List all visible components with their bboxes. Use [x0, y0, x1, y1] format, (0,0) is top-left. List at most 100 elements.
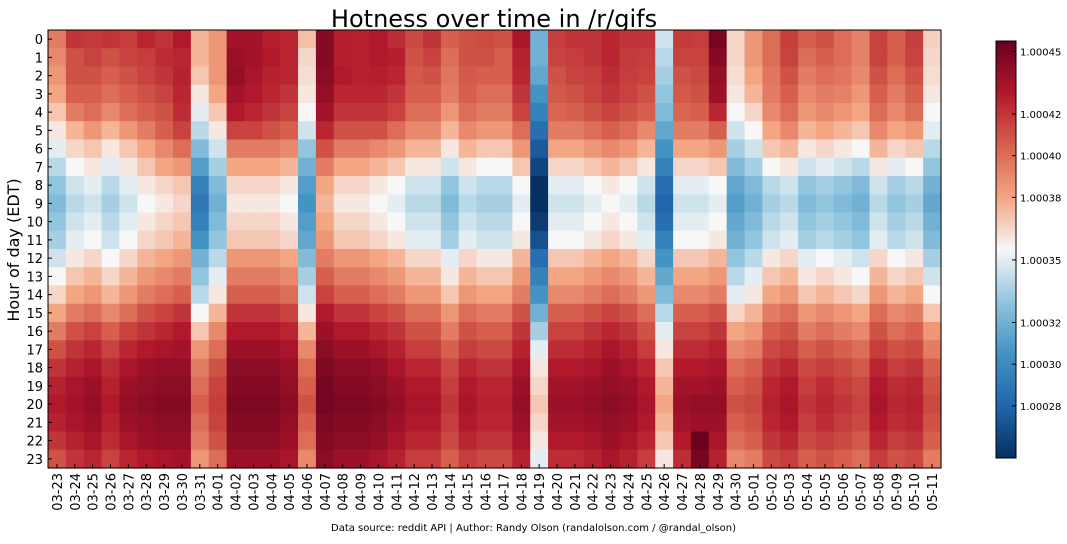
heatmap-cell — [65, 66, 85, 86]
heatmap-cell — [708, 431, 728, 451]
heatmap-cell — [548, 194, 567, 214]
heatmap-cell — [190, 212, 210, 232]
heatmap-cell — [65, 431, 85, 451]
heatmap-cell — [815, 157, 835, 177]
heatmap-cell — [637, 285, 656, 305]
heatmap-cell — [369, 157, 388, 177]
heatmap-cell — [83, 303, 103, 323]
heatmap-cell — [65, 230, 85, 250]
heatmap-cell — [601, 249, 621, 268]
heatmap-cell — [637, 212, 656, 232]
heatmap-cell — [851, 267, 871, 287]
heatmap-cell — [48, 285, 67, 305]
heatmap-cell — [351, 340, 371, 360]
heatmap-cell — [780, 395, 799, 414]
x-tick-label: 05-06 — [837, 473, 852, 511]
heatmap-cell — [548, 249, 567, 268]
heatmap-cell — [458, 303, 478, 323]
heatmap-cell — [298, 212, 317, 232]
heatmap-cell — [458, 84, 478, 104]
colorbar-tick-label: 1.00040 — [1020, 152, 1061, 163]
heatmap-cell — [762, 84, 781, 104]
heatmap-cell — [548, 230, 567, 250]
heatmap-cell — [208, 84, 228, 104]
heatmap-cell — [280, 121, 299, 141]
heatmap-cell — [494, 176, 513, 195]
y-tick-label: 23 — [26, 453, 43, 468]
y-tick-label: 2 — [35, 70, 43, 85]
y-tick-label: 21 — [26, 416, 43, 431]
heatmap-cell — [476, 84, 496, 104]
heatmap-cell — [512, 413, 531, 433]
heatmap-cell — [440, 230, 460, 250]
heatmap-cell — [458, 449, 478, 469]
heatmap-cell — [244, 249, 263, 268]
heatmap-cell — [262, 340, 281, 360]
heatmap-cell — [244, 121, 263, 141]
heatmap-cell — [101, 431, 121, 451]
heatmap-cell — [333, 194, 353, 214]
heatmap-cell — [244, 267, 263, 287]
heatmap-cell — [65, 413, 85, 433]
heatmap-cell — [851, 194, 871, 214]
y-tick-label: 18 — [26, 362, 43, 377]
heatmap-cell — [887, 121, 906, 141]
heatmap-cell — [655, 212, 674, 232]
heatmap-cell — [726, 395, 746, 414]
heatmap-cell — [208, 194, 228, 214]
heatmap-cell — [65, 267, 85, 287]
heatmap-cell — [476, 139, 496, 159]
heatmap-cell — [333, 285, 353, 305]
heatmap-cell — [851, 176, 871, 195]
heatmap-cell — [815, 267, 835, 287]
heatmap-cell — [619, 285, 638, 305]
heatmap-cell — [298, 66, 317, 86]
heatmap-cell — [494, 249, 513, 268]
heatmap-cell — [601, 30, 621, 49]
heatmap-cell — [119, 431, 138, 451]
heatmap-cell — [137, 249, 156, 268]
heatmap-cell — [690, 340, 710, 360]
heatmap-cell — [440, 449, 460, 469]
heatmap-cell — [155, 285, 174, 305]
heatmap-cell — [476, 103, 496, 122]
heatmap-cell — [905, 358, 924, 378]
heatmap-cell — [48, 212, 67, 232]
x-tick-label: 03-27 — [122, 473, 137, 511]
heatmap-cell — [565, 66, 585, 86]
heatmap-cell — [905, 340, 924, 360]
heatmap-cell — [315, 84, 335, 104]
x-tick-label: 05-10 — [908, 473, 923, 511]
heatmap-cell — [798, 431, 817, 451]
heatmap-cell — [530, 358, 549, 378]
heatmap-cell — [405, 449, 424, 469]
heatmap-cell — [780, 176, 799, 195]
heatmap-cell — [48, 267, 67, 287]
heatmap-cell — [923, 449, 942, 469]
heatmap-cell — [333, 121, 353, 141]
heatmap-cell — [601, 212, 621, 232]
heatmap-cell — [208, 358, 228, 378]
heatmap-cell — [101, 48, 121, 68]
heatmap-cell — [762, 194, 781, 214]
heatmap-cell — [548, 84, 567, 104]
heatmap-cell — [155, 395, 174, 414]
heatmap-cell — [369, 139, 388, 159]
heatmap-cell — [905, 303, 924, 323]
heatmap-cell — [244, 84, 263, 104]
heatmap-cell — [619, 395, 638, 414]
heatmap-cell — [851, 449, 871, 469]
heatmap-cell — [351, 121, 371, 141]
heatmap-cell — [423, 139, 442, 159]
heatmap-cell — [226, 322, 246, 341]
heatmap-cell — [565, 194, 585, 214]
heatmap-cell — [744, 322, 763, 341]
x-tick-label: 04-26 — [658, 473, 673, 511]
heatmap-cell — [601, 84, 621, 104]
heatmap-cell — [887, 84, 906, 104]
heatmap-cell — [905, 449, 924, 469]
heatmap-cell — [744, 303, 763, 323]
heatmap-cell — [244, 30, 263, 49]
heatmap-cell — [48, 376, 67, 396]
